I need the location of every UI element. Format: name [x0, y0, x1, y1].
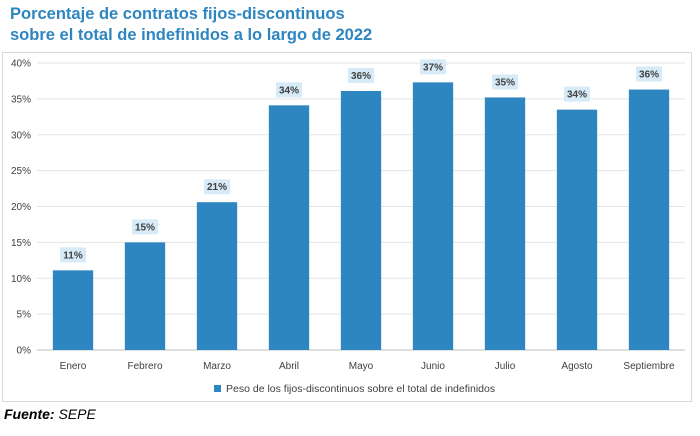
data-label-background — [60, 247, 86, 263]
x-tick-label: Marzo — [203, 361, 231, 372]
x-axis-ticks: Enero Febrero Marzo Abril Mayo Junio Julio Agos… — [60, 361, 675, 372]
x-tick-label: Agosto — [561, 361, 593, 372]
bars — [52, 82, 670, 351]
y-axis-ticks: 0% 5% 10% 15% 20% 25% 30% 35% 40% — [11, 59, 31, 357]
data-label: 35% — [495, 77, 515, 88]
data-label: 36% — [639, 70, 659, 81]
x-tick-label: Enero — [60, 361, 87, 372]
data-label: 36% — [351, 71, 371, 82]
data-label: 15% — [135, 222, 155, 233]
chart-area: 0% 5% 10% 15% 20% 25% 30% 35% 40% 11% 15% 21% 34% 36… — [2, 52, 692, 402]
x-tick-label: Junio — [421, 361, 445, 372]
chart-title-line-2: sobre el total de indefinidos a lo largo… — [10, 26, 373, 44]
data-label: 11% — [63, 250, 83, 261]
bar-chart: 0% 5% 10% 15% 20% 25% 30% 35% 40% 11% 15% 21% 34% 36… — [11, 59, 685, 395]
bar — [628, 89, 670, 351]
data-label-background — [348, 67, 374, 83]
y-tick-label: 15% — [11, 238, 31, 249]
chart-title: Porcentaje de contratos fijos-discontinu… — [10, 4, 372, 46]
bar — [124, 242, 166, 350]
data-label: 37% — [423, 62, 443, 73]
x-tick-label: Mayo — [349, 361, 374, 372]
legend-swatch — [214, 385, 221, 392]
x-tick-label: Abril — [279, 361, 299, 372]
legend-series-label: Peso de los fijos-discontinuos sobre el … — [226, 383, 495, 395]
x-tick-label: Septiembre — [623, 361, 675, 372]
chart-title-line-1: Porcentaje de contratos fijos-discontinu… — [10, 5, 345, 23]
data-label-background — [276, 82, 302, 98]
data-label-background — [636, 66, 662, 82]
y-tick-label: 35% — [11, 94, 31, 105]
data-label: 34% — [279, 85, 299, 96]
bar — [484, 97, 526, 350]
y-tick-label: 5% — [17, 310, 32, 321]
data-label: 34% — [567, 90, 587, 101]
data-label-background — [492, 74, 518, 90]
data-label-background — [132, 219, 158, 235]
x-tick-label: Febrero — [127, 361, 162, 372]
legend: Peso de los fijos-discontinuos sobre el … — [214, 383, 495, 395]
y-tick-label: 30% — [11, 130, 31, 141]
source-note: Fuente: SEPE — [4, 406, 96, 422]
y-tick-label: 40% — [11, 59, 31, 70]
x-tick-label: Julio — [495, 361, 516, 372]
bar — [340, 90, 382, 351]
data-label-background — [564, 86, 590, 102]
data-label: 21% — [207, 182, 227, 193]
y-tick-label: 0% — [17, 346, 32, 357]
data-label-background — [420, 59, 446, 75]
bar — [412, 82, 454, 350]
y-tick-label: 25% — [11, 166, 31, 177]
y-tick-label: 20% — [11, 202, 31, 213]
bar — [268, 105, 310, 350]
bar — [52, 270, 94, 350]
bar — [556, 109, 598, 350]
bar — [196, 202, 238, 350]
y-tick-label: 10% — [11, 274, 31, 285]
source-label: Fuente: — [4, 406, 55, 422]
source-value: SEPE — [58, 406, 96, 422]
data-labels: 11% 15% 21% 34% 36% 37% 35% 34% 36% — [60, 59, 662, 263]
data-label-background — [204, 179, 230, 195]
